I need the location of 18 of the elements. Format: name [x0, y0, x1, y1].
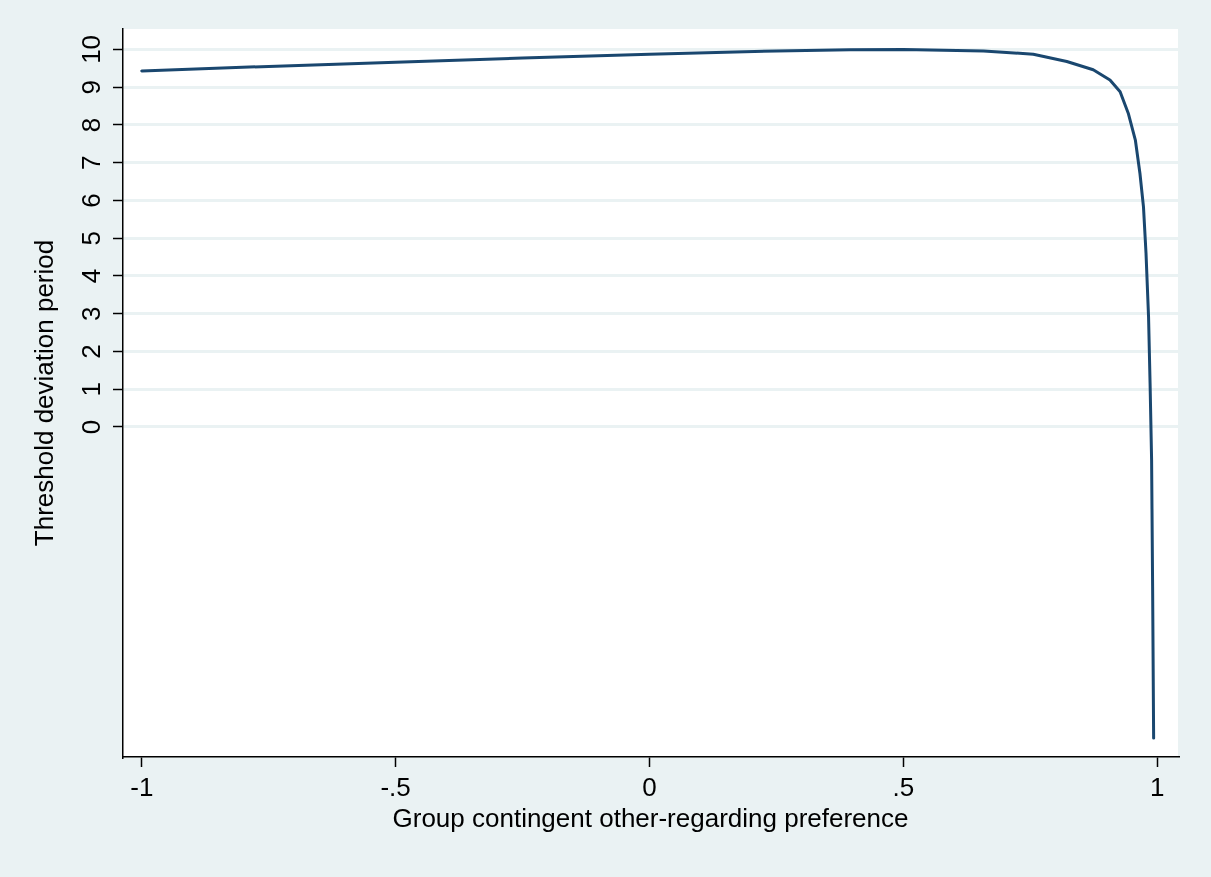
y-tick-label: 7 [76, 155, 107, 170]
y-tick-label: 4 [76, 268, 107, 284]
y-axis-title: Threshold deviation period [28, 239, 59, 547]
y-tick-label: 6 [76, 193, 107, 208]
y-tick-label: 2 [76, 344, 107, 359]
x-tick-label: 0 [642, 771, 657, 802]
x-tick-label: -.5 [380, 771, 411, 802]
y-tick-label: 8 [76, 117, 107, 133]
y-tick-label: 10 [76, 34, 107, 64]
y-tick-label: 5 [76, 230, 107, 246]
y-tick-label: 0 [76, 419, 107, 435]
x-axis-title: Group contingent other-regarding preference [392, 802, 909, 833]
x-tick-label: .5 [892, 771, 915, 802]
y-tick-label: 3 [76, 306, 107, 321]
x-tick-label: -1 [130, 771, 154, 802]
y-tick-label: 9 [76, 79, 107, 95]
y-tick-label: 1 [76, 381, 107, 397]
x-tick-label: 1 [1149, 771, 1165, 802]
